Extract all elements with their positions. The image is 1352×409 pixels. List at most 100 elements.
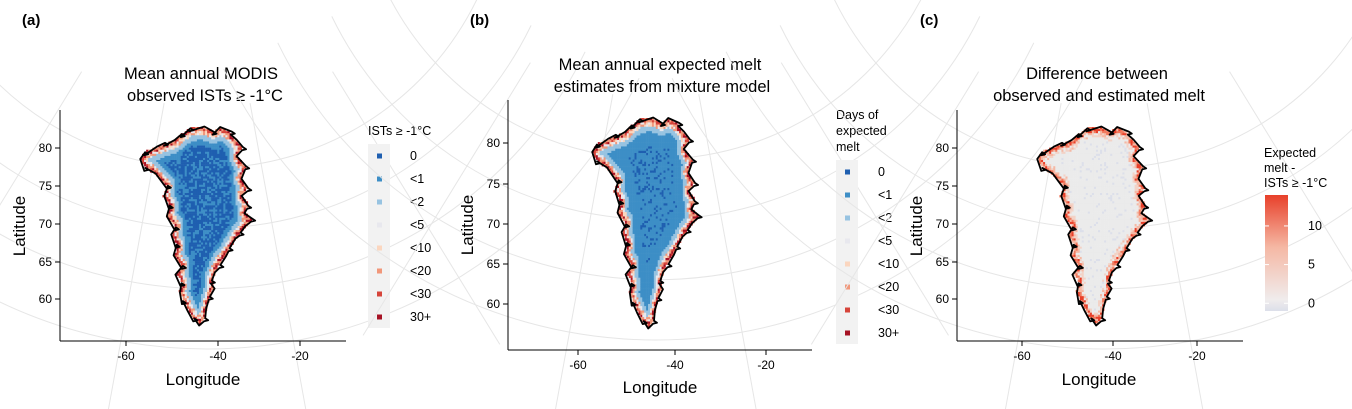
- panel-b-cell: [667, 181, 670, 184]
- panel-b-cell: [638, 223, 641, 226]
- panel-b-cell: [624, 218, 628, 222]
- panel-a-cell: [217, 139, 220, 142]
- panel-a-cell: [203, 277, 206, 280]
- panel-a-cell: [217, 254, 220, 258]
- panel-b-cell: [619, 161, 622, 165]
- panel-b-cell: [659, 148, 662, 152]
- panel-a-cell: [219, 174, 222, 177]
- panel-a-cell: [180, 221, 183, 225]
- panel-a-cell: [198, 289, 202, 293]
- panel-a-cell: [196, 232, 200, 235]
- panel-b-cell: [657, 166, 660, 169]
- panel-b-cell: [640, 295, 643, 298]
- panel-b-cell: [667, 139, 670, 143]
- panel-a-cell: [160, 164, 163, 167]
- panel-a-cell: [221, 137, 224, 140]
- panel-b-cell: [615, 159, 618, 163]
- panel-b-cell: [644, 223, 647, 226]
- panel-a-cell: [194, 182, 198, 186]
- panel-b-cell: [655, 268, 659, 272]
- panel-b-cell: [613, 157, 616, 160]
- panel-b-cell: [667, 258, 670, 261]
- panel-b-cell: [653, 273, 657, 276]
- panel-a-cell: [172, 236, 175, 239]
- panel-a-cell: [201, 151, 204, 155]
- panel-b-cell: [640, 155, 643, 158]
- panel-a-cell: [184, 149, 188, 153]
- panel-b-cell: [651, 306, 655, 309]
- panel-b-cell: [634, 177, 637, 180]
- panel-b-cell: [667, 174, 670, 178]
- panel-a-cell: [211, 166, 214, 169]
- panel-b-cell: [638, 148, 641, 152]
- panel-b-cell: [653, 247, 657, 250]
- panel-b-cell: [593, 150, 597, 154]
- panel-a-cell: [233, 221, 236, 225]
- panel-b-cell: [628, 249, 631, 252]
- panel-a-cell: [192, 184, 196, 188]
- panel-a-cell: [209, 267, 212, 270]
- panel-b-cell: [657, 242, 660, 246]
- panel-a-cell: [223, 160, 226, 163]
- panel-a-cell: [170, 155, 173, 159]
- panel-a-cell: [217, 242, 220, 245]
- panel-a-cell: [209, 133, 212, 136]
- panel-b-cell: [634, 260, 637, 263]
- panel-b-cell: [644, 168, 647, 171]
- panel-b-cell: [642, 303, 645, 307]
- panel-b-cell: [636, 260, 639, 263]
- panel-b-cell: [640, 181, 643, 184]
- panel-a-cell: [178, 178, 181, 181]
- panel-b-cell: [638, 168, 641, 171]
- panel-b-cell: [613, 142, 616, 145]
- panel-a-cell: [239, 203, 242, 206]
- panel-a-cell: [215, 228, 218, 231]
- panel-b-cell: [626, 192, 630, 195]
- panel-b-cell: [617, 144, 620, 147]
- panel-b-cell: [663, 214, 666, 217]
- panel-a-cell: [168, 176, 171, 179]
- panel-b-cell: [632, 212, 635, 215]
- panel-a-cell: [176, 273, 179, 276]
- panel-a-cell: [194, 197, 198, 200]
- panel-b-cell: [653, 284, 657, 287]
- panel-b-cell: [642, 166, 645, 169]
- panel-a-cell: [194, 133, 198, 136]
- panel-b-cell: [628, 155, 631, 158]
- panel-b-cell: [657, 155, 660, 158]
- panel-b-cell: [644, 133, 647, 136]
- panel-a-cell: [223, 226, 226, 229]
- panel-b-cell: [655, 133, 659, 136]
- panel-b-cell: [651, 128, 655, 132]
- panel-a-cell: [192, 308, 196, 311]
- panel-b-cell: [651, 198, 655, 202]
- panel-a-cell: [184, 188, 188, 192]
- panel-b-cell: [661, 153, 664, 156]
- panel-a-cell: [239, 170, 242, 173]
- panel-a-cell: [194, 172, 198, 175]
- panel-a-cell: [227, 215, 230, 219]
- panel-a-cell: [184, 300, 188, 303]
- panel-a-cell: [190, 160, 194, 163]
- panel-b-cell: [651, 301, 655, 305]
- panel-b-cell: [630, 279, 633, 283]
- panel-b-cell: [650, 168, 653, 171]
- panel-b-cell: [653, 150, 657, 154]
- panel-a-cell: [174, 149, 177, 153]
- panel-a-cell: [221, 139, 224, 142]
- panel-a-cell: [205, 248, 208, 252]
- panel-b-cell: [659, 249, 662, 252]
- panel-b-cell: [605, 150, 608, 154]
- panel-b-cell: [609, 148, 612, 152]
- panel-a-cell: [192, 230, 196, 233]
- panel-b-cell: [650, 126, 653, 130]
- panel-b-cell: [626, 135, 630, 138]
- panel-a-cell: [217, 129, 220, 132]
- panel-a-cell: [174, 174, 177, 177]
- panel-b-cell: [632, 179, 635, 182]
- panel-b-cell: [644, 131, 647, 134]
- panel-a-cell: [186, 211, 190, 214]
- panel-a-cell: [207, 226, 210, 229]
- panel-a-cell: [174, 234, 177, 237]
- panel-a-cell: [196, 300, 200, 303]
